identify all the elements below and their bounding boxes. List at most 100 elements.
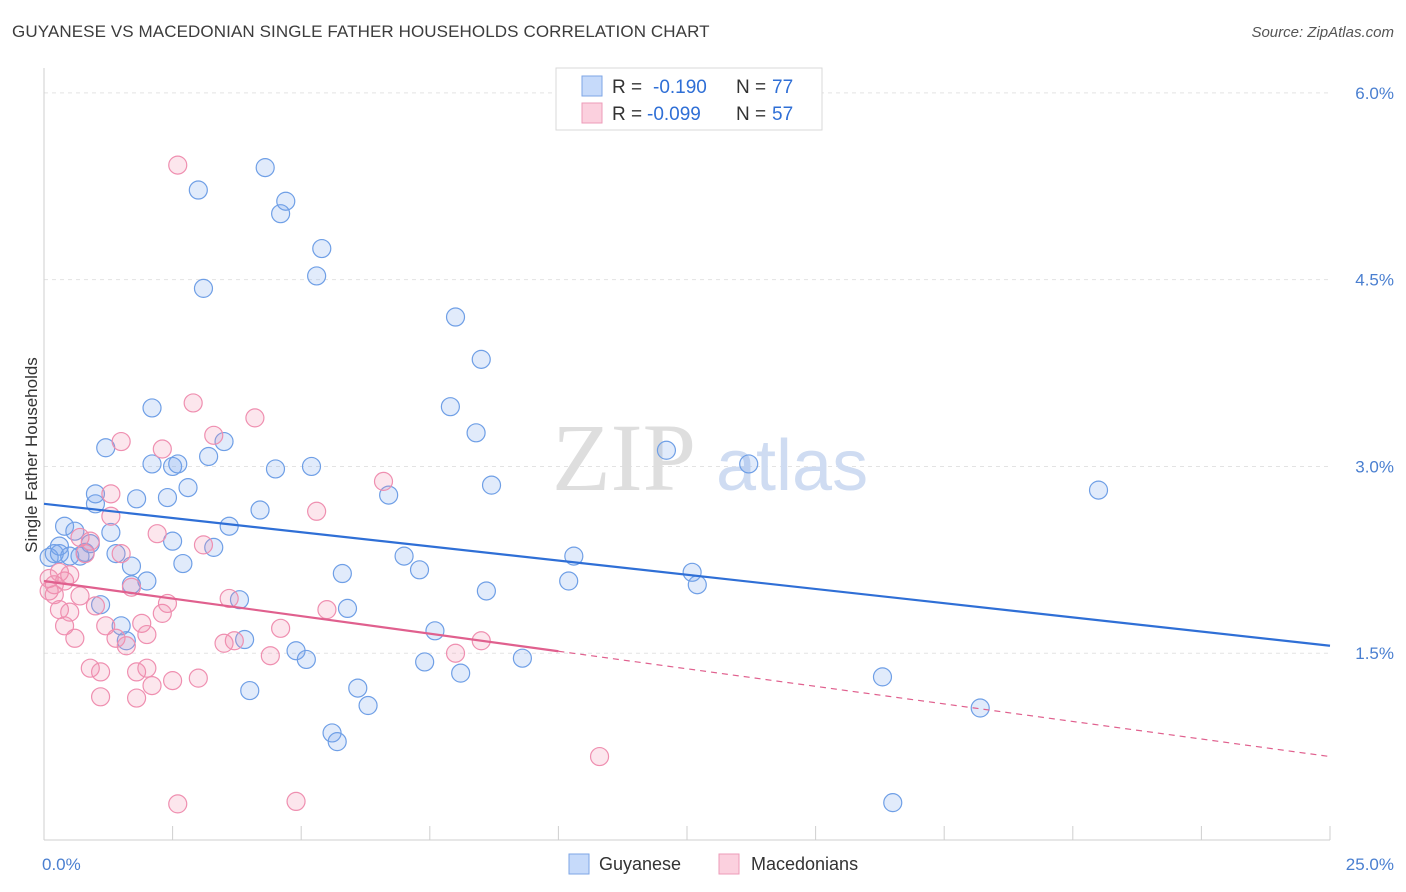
data-point-guyanese [970, 698, 990, 718]
trend-line-guyanese [43, 502, 1331, 647]
legend-r-value: -0.099 [647, 104, 701, 125]
data-point-macedonians [90, 662, 111, 682]
data-point-guyanese [466, 423, 486, 443]
data-point-guyanese [481, 475, 502, 495]
data-point-macedonians [589, 746, 610, 767]
data-point-guyanese [327, 732, 347, 752]
legend-r-value: -0.190 [653, 77, 707, 98]
data-point-guyanese [296, 649, 316, 670]
x-tick-labels: 0.0% 25.0% [42, 855, 1394, 874]
data-point-guyanese [106, 544, 126, 564]
data-point-macedonians [193, 535, 214, 555]
data-point-macedonians [106, 628, 126, 648]
data-point-macedonians [75, 544, 95, 564]
data-point-guyanese [178, 478, 198, 498]
bottom-legend-swatch-guyanese [568, 853, 590, 875]
data-point-guyanese [656, 440, 677, 460]
x-ticks [43, 826, 1331, 840]
data-point-guyanese [394, 546, 414, 566]
bottom-legend: Guyanese Macedonians [568, 853, 858, 875]
legend-r-label: R = [612, 77, 642, 98]
watermark-atlas: atlas [716, 426, 868, 506]
data-point-guyanese [214, 431, 234, 452]
data-point-macedonians [271, 618, 291, 638]
data-point-macedonians [85, 596, 106, 616]
data-point-guyanese [312, 238, 332, 259]
data-point-guyanese [564, 546, 584, 566]
data-point-macedonians [126, 688, 147, 708]
y-tick-label: 6.0% [1355, 84, 1394, 103]
data-point-guyanese [255, 158, 275, 178]
chart-title: GUYANESE VS MACEDONIAN SINGLE FATHER HOU… [12, 22, 710, 41]
data-point-guyanese [163, 531, 183, 551]
data-point-macedonians [60, 565, 80, 585]
data-point-macedonians [445, 643, 466, 663]
data-point-macedonians [101, 484, 121, 504]
bottom-legend-macedonians[interactable]: Macedonians [718, 853, 858, 875]
legend-n-value: 57 [772, 104, 793, 125]
legend-entry-guyanese: R = -0.190 N = 77 [581, 75, 793, 98]
data-point-macedonians [44, 585, 64, 605]
data-point-macedonians [183, 393, 203, 413]
data-point-macedonians [111, 544, 131, 564]
data-point-guyanese [193, 278, 214, 298]
watermark: ZIP atlas [552, 404, 868, 511]
data-point-macedonians [60, 602, 80, 622]
data-point-guyanese [872, 667, 893, 687]
data-point-guyanese [240, 680, 260, 701]
data-point-guyanese [168, 454, 188, 474]
data-point-macedonians [188, 668, 208, 688]
data-point-macedonians [80, 658, 100, 678]
legend-n-label: N = [736, 104, 766, 125]
y-tick-labels: 1.5% 3.0% 4.5% 6.0% [1355, 84, 1394, 663]
data-point-guyanese [440, 397, 460, 417]
data-point-guyanese [163, 456, 183, 477]
data-point-macedonians [152, 603, 172, 623]
data-point-macedonians [260, 646, 280, 666]
data-point-guyanese [199, 446, 219, 467]
data-point-macedonians [373, 471, 394, 491]
data-point-guyanese [111, 616, 131, 636]
data-point-guyanese [445, 307, 466, 327]
top-legend: R = -0.190 N = 77 R = -0.099 N = 57 [555, 67, 823, 131]
data-point-guyanese [1088, 480, 1109, 500]
data-point-guyanese [348, 678, 368, 698]
data-point-guyanese [265, 459, 286, 479]
data-point-guyanese [188, 180, 208, 200]
legend-swatch-guyanese [581, 75, 603, 97]
x-tick-label: 25.0% [1346, 855, 1394, 874]
legend-entry-macedonians: R = -0.099 N = 57 [581, 102, 793, 125]
data-point-macedonians [96, 616, 116, 636]
data-point-guyanese [512, 648, 532, 668]
data-point-guyanese [235, 629, 255, 650]
trend-layer [43, 502, 1331, 758]
legend-swatch-macedonians [581, 102, 603, 124]
data-point-guyanese [157, 487, 178, 508]
bottom-legend-label-macedonians: Macedonians [751, 854, 858, 874]
data-point-guyanese [687, 575, 707, 595]
data-point-guyanese [85, 484, 106, 504]
data-point-guyanese [49, 536, 70, 556]
data-point-macedonians [245, 408, 265, 428]
data-point-guyanese [121, 556, 142, 576]
x-tick-label: 0.0% [42, 855, 81, 874]
data-point-guyanese [476, 581, 496, 601]
data-point-guyanese [471, 349, 491, 369]
data-point-guyanese [415, 652, 435, 672]
data-point-macedonians [224, 631, 244, 651]
y-tick-label: 1.5% [1355, 644, 1394, 663]
data-point-guyanese [337, 598, 358, 619]
data-point-macedonians [65, 628, 85, 648]
data-point-guyanese [250, 500, 270, 520]
data-point-macedonians [219, 588, 239, 609]
bottom-legend-guyanese[interactable]: Guyanese [568, 853, 681, 875]
data-point-guyanese [65, 521, 85, 541]
data-point-macedonians [307, 501, 327, 521]
data-point-guyanese [70, 546, 90, 566]
data-point-guyanese [219, 516, 239, 536]
data-point-macedonians [147, 524, 167, 544]
data-point-macedonians [163, 671, 183, 691]
data-point-macedonians [70, 586, 90, 606]
data-point-macedonians [137, 658, 157, 678]
